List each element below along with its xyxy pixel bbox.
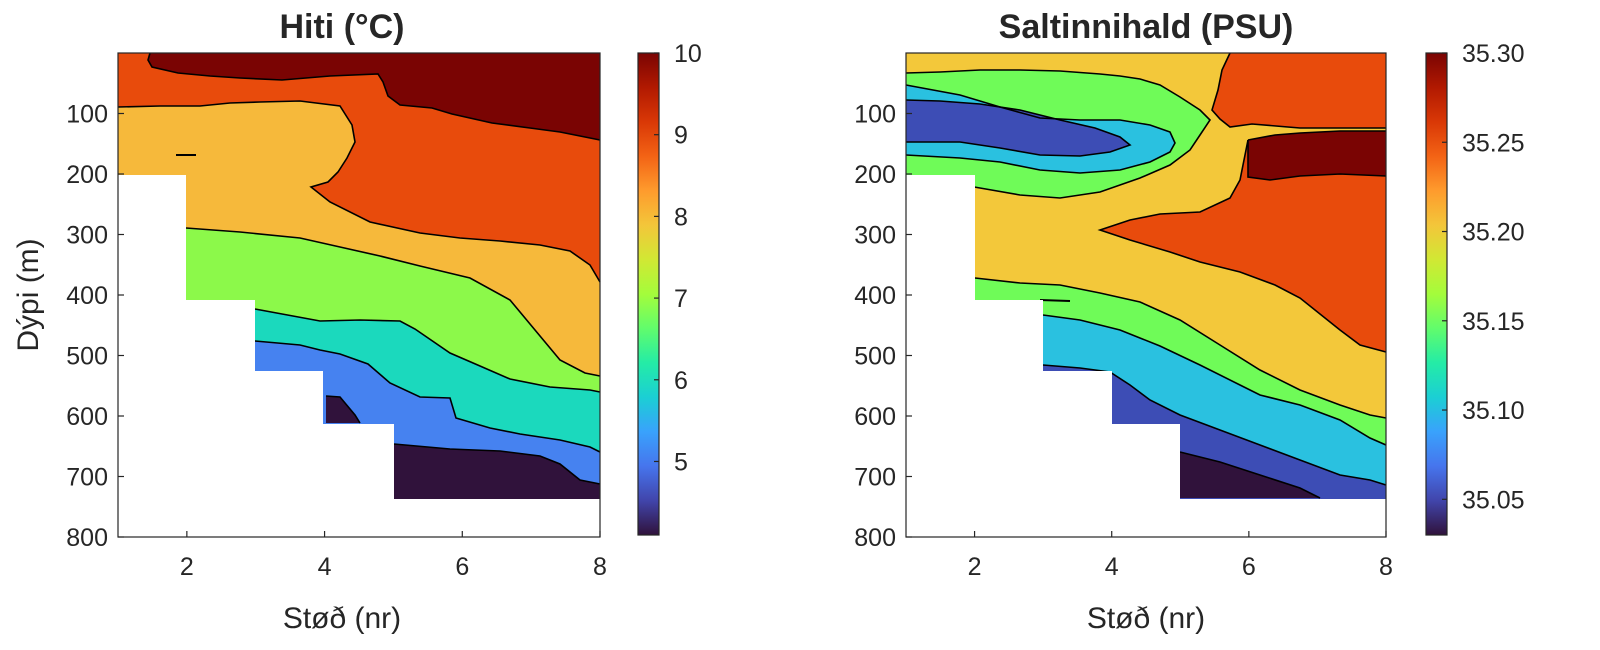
- salinity-colorbar-tick-label: 35.20: [1462, 219, 1525, 247]
- temperature-y-axis-label: Dýpi (m): [12, 238, 45, 351]
- temperature-chart-title: Hiti (°C): [279, 8, 404, 46]
- temperature-colorbar-tick-label: 8: [674, 203, 688, 231]
- salinity-colorbar-tick-label: 35.05: [1462, 486, 1525, 514]
- salinity-colorbar-tick-label: 35.15: [1462, 308, 1525, 336]
- temperature-contour-line-6.5: [254, 308, 601, 393]
- salinity-contour-line-35.03: [1179, 451, 1321, 499]
- salinity-y-tick-label: 300: [854, 222, 896, 250]
- salinity-colorbar-tick-label: 35.30: [1462, 40, 1525, 68]
- salinity-contour-line-35.175: [974, 277, 1387, 419]
- salinity-chart-title: Saltinnihald (PSU): [999, 8, 1294, 46]
- temperature-x-axis-label: Støð (nr): [283, 602, 401, 635]
- salinity-y-axis: 100 200 300 400 500 600 700 800: [854, 101, 912, 552]
- salinity-contour-line-35.125: [1042, 314, 1387, 446]
- salinity-x-tick-label: 4: [1105, 553, 1119, 581]
- temperature-contour-line-9.5: [147, 52, 601, 141]
- salinity-x-axis-label: Støð (nr): [1087, 602, 1205, 635]
- temperature-contour-line-7.5: [185, 227, 601, 377]
- temperature-contour-line-5.5: [254, 340, 601, 453]
- temperature-colorbar-ticks: 5 6 7 8 9 10: [654, 40, 702, 476]
- salinity-y-tick-label: 400: [854, 282, 896, 310]
- salinity-y-tick-label: 700: [854, 464, 896, 492]
- temperature-y-tick-label: 600: [66, 403, 108, 431]
- salinity-contour-field: [905, 52, 1387, 537]
- salinity-x-tick-label: 6: [1242, 553, 1256, 581]
- salinity-band-35.25-upper: [1212, 53, 1386, 128]
- temperature-y-tick-label: 300: [66, 222, 108, 250]
- temperature-colorbar-tick-label: 6: [674, 367, 688, 395]
- salinity-contour-line-35.225: [1097, 139, 1387, 353]
- temperature-x-axis: 2 4 6 8: [180, 531, 607, 581]
- temperature-x-tick-label: 4: [318, 553, 332, 581]
- temperature-colorbar-gradient: [637, 52, 660, 536]
- temperature-y-tick-label: 400: [66, 282, 108, 310]
- salinity-contour-line-35.10: [905, 84, 1176, 174]
- salinity-x-tick-label: 8: [1379, 553, 1393, 581]
- temperature-contour-field: [117, 52, 601, 537]
- salinity-y-tick-label: 100: [854, 101, 896, 129]
- salinity-band-below-35.05: [1180, 452, 1320, 498]
- temperature-seafloor-mask: [118, 175, 600, 537]
- salinity-band-35.25: [1100, 140, 1386, 352]
- salinity-colorbar: 35.05 35.10 35.15 35.20 35.25 35.30: [1425, 40, 1525, 536]
- salinity-contour-line-35.225-upper: [1211, 52, 1386, 129]
- salinity-y-tick-label: 600: [854, 403, 896, 431]
- temperature-colorbar-tick-label: 7: [674, 285, 688, 313]
- salinity-seafloor-mask: [906, 175, 1386, 537]
- temperature-colorbar-tick-label: 9: [674, 122, 688, 150]
- salinity-contour-line-35.15: [905, 69, 1212, 199]
- salinity-y-tick-label: 800: [854, 524, 896, 552]
- salinity-colorbar-tick-label: 35.10: [1462, 397, 1525, 425]
- temperature-x-tick-label: 6: [455, 553, 469, 581]
- salinity-colorbar-tick-label: 35.25: [1462, 129, 1525, 157]
- temperature-x-tick-label: 8: [593, 553, 607, 581]
- temperature-y-tick-label: 800: [66, 524, 108, 552]
- temperature-y-tick-label: 200: [66, 161, 108, 189]
- salinity-panel: Saltinnihald (PSU): [854, 8, 1524, 635]
- temperature-band-9.5-10: [148, 53, 600, 140]
- salinity-y-tick-label: 200: [854, 161, 896, 189]
- temperature-colorbar-tick-label: 5: [674, 448, 688, 476]
- salinity-y-tick-label: 500: [854, 343, 896, 371]
- salinity-contour-line-35.275: [1247, 130, 1387, 181]
- temperature-y-axis: 100 200 300 400 500 600 700 800: [66, 101, 124, 552]
- salinity-band-35.30: [1248, 131, 1386, 180]
- temperature-contour-line-8.5: [117, 100, 601, 283]
- salinity-contour-fragment: [1039, 299, 1071, 302]
- temperature-colorbar: 5 6 7 8 9 10: [637, 40, 702, 536]
- salinity-contour-line-35.05: [905, 99, 1132, 157]
- temperature-contour-line-4.5: [325, 395, 601, 485]
- salinity-colorbar-gradient: [1425, 52, 1448, 536]
- temperature-x-tick-label: 2: [180, 553, 194, 581]
- temperature-y-tick-label: 700: [66, 464, 108, 492]
- salinity-x-axis: 2 4 6 8: [968, 531, 1393, 581]
- temperature-y-tick-label: 500: [66, 343, 108, 371]
- salinity-colorbar-ticks: 35.05 35.10 35.15 35.20 35.25 35.30: [1442, 40, 1525, 514]
- temperature-band-below-4.5-small: [326, 396, 360, 423]
- temperature-y-tick-label: 100: [66, 101, 108, 129]
- temperature-colorbar-tick-label: 10: [674, 40, 702, 68]
- salinity-x-tick-label: 2: [968, 553, 982, 581]
